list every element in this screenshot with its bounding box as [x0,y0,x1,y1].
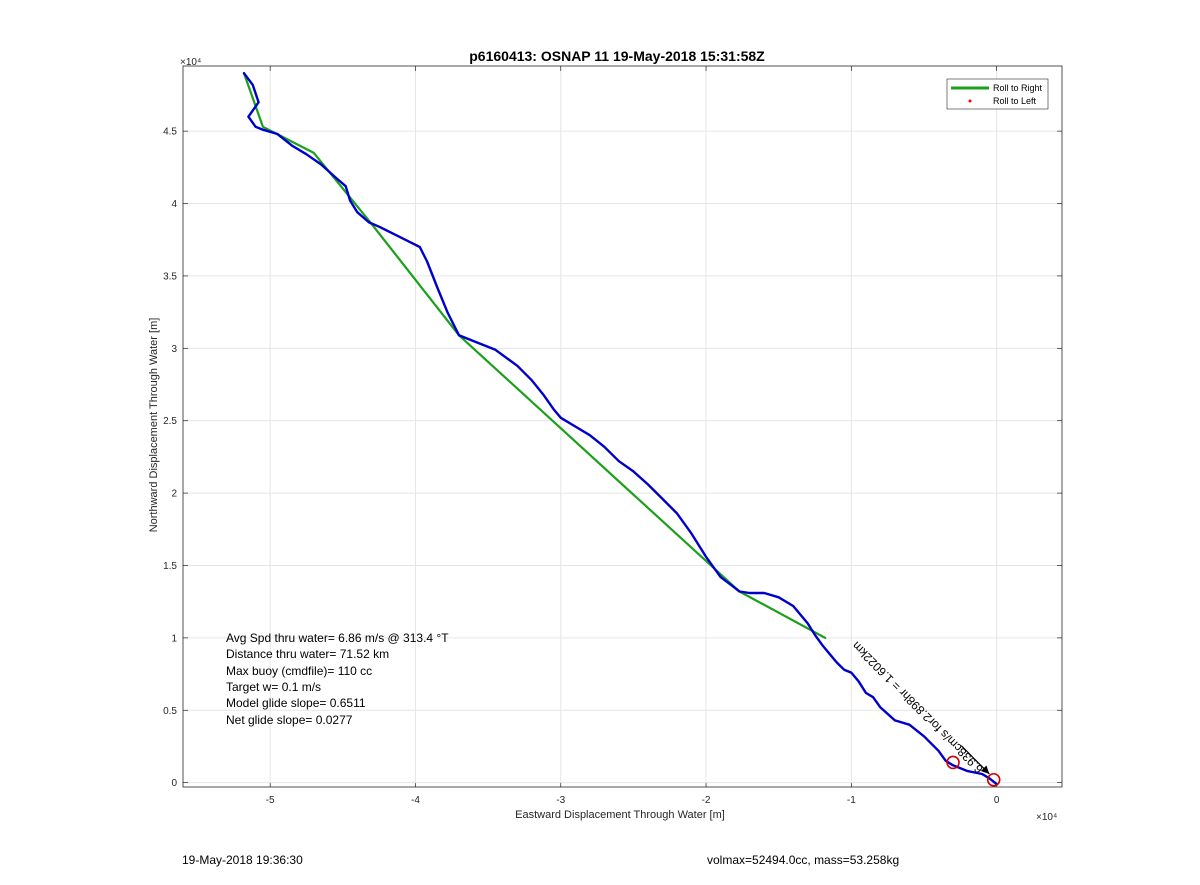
y-tick-label: 2 [171,489,177,500]
y-tick-label: 1 [171,633,177,644]
stats-line-max-buoy: Max buoy (cmdfile)= 110 cc [226,664,372,678]
y-tick-label: 0 [171,778,177,789]
axes-box [182,65,1063,788]
stats-line-avg-speed: Avg Spd thru water= 6.86 m/s @ 313.4 °T [226,631,449,645]
legend-marker-roll-left [968,99,972,103]
y-tick-label: 1.5 [163,561,177,572]
current-arrow-head [980,765,990,774]
legend: Roll to Right Roll to Left [946,78,1049,110]
y-axis-label: Northward Displacement Through Water [m] [148,318,160,533]
stats-line-model-glide: Model glide slope= 0.6511 [226,696,366,710]
stats-line-distance: Distance thru water= 71.52 km [226,647,389,661]
plot-area: -5 -4 -3 -2 -1 000.511.522.533.544.56.938cm/s… [163,65,1063,806]
legend-label-roll-right: Roll to Right [993,83,1043,93]
legend-box [946,78,1049,110]
y-exponent-label: ×10⁴ [180,57,201,68]
stats-line-target-w: Target w= 0.1 m/s [226,680,321,694]
x-tick-label: 0 [994,795,1000,806]
y-tick-label: 4.5 [163,127,177,138]
x-tick-label: -4 [411,795,420,806]
series-line-track [242,71,998,786]
chart-title: p6160413: OSNAP 11 19-May-2018 15:31:58Z [469,48,765,64]
y-tick-label: 2.5 [163,416,177,427]
track-marker-circle [946,755,960,770]
track-marker-circle [986,772,1001,787]
y-tick-label: 3.5 [163,271,177,282]
x-axis-label: Eastward Displacement Through Water [m] [515,809,725,821]
stats-text-block: Avg Spd thru water= 6.86 m/s @ 313.4 °T … [226,631,449,727]
footer-timestamp: 19-May-2018 19:36:30 [182,853,303,867]
x-tick-label: -2 [702,795,711,806]
stats-line-net-glide: Net glide slope= 0.0277 [226,713,353,727]
y-tick-label: 4 [171,199,177,210]
plot-background [183,66,1062,787]
legend-label-roll-left: Roll to Left [993,96,1037,106]
y-tick-label: 3 [171,344,177,355]
x-tick-label: -1 [847,795,856,806]
footer-mass-info: volmax=52494.0cc, mass=53.258kg [707,853,900,867]
x-tick-label: -5 [266,795,275,806]
x-exponent-label: ×10⁴ [1036,812,1057,823]
x-tick-label: -3 [556,795,565,806]
y-tick-label: 0.5 [163,706,177,717]
